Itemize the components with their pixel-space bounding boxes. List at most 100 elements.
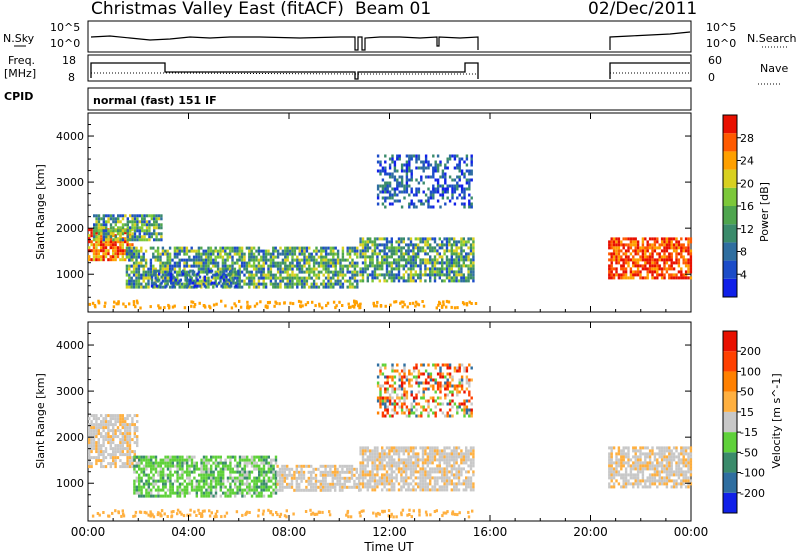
echo-cell <box>181 473 184 477</box>
echo-cell <box>260 455 263 459</box>
echo-cell <box>192 255 196 259</box>
echo-cell <box>426 237 429 241</box>
echo-cell <box>315 249 318 253</box>
echo-cell <box>443 267 446 271</box>
echo-cell <box>178 491 182 495</box>
echo-cell <box>324 246 328 250</box>
echo-cell <box>396 369 399 373</box>
echo-cell <box>100 420 103 424</box>
echo-cell <box>176 458 179 462</box>
echo-cell <box>407 446 410 450</box>
echo-cell <box>426 470 429 474</box>
echo-cell <box>257 270 261 274</box>
echo-cell <box>397 470 401 474</box>
echo-cell <box>373 273 377 277</box>
echo-cell <box>92 255 96 259</box>
echo-cell <box>400 408 404 412</box>
echo-cell <box>414 273 417 277</box>
echo-cell <box>92 243 96 247</box>
echo-cell <box>157 304 160 308</box>
echo-cell <box>288 246 292 250</box>
echo-cell <box>398 199 401 203</box>
echo-cell <box>434 160 437 164</box>
echo-cell <box>204 255 208 259</box>
echo-cell <box>97 423 100 427</box>
echo-cell <box>373 240 377 244</box>
echo-cell <box>339 285 342 289</box>
echo-cell <box>376 154 380 158</box>
echo-cell <box>128 231 132 235</box>
echo-cell <box>620 267 623 271</box>
echo-cell <box>615 261 618 265</box>
echo-cell <box>319 470 322 474</box>
echo-cell <box>88 302 92 306</box>
echo-cell <box>468 169 471 173</box>
echo-cell <box>262 255 265 259</box>
echo-cell <box>636 267 640 271</box>
echo-cell <box>417 464 420 468</box>
echo-cell <box>113 300 116 304</box>
echo-cell <box>390 240 393 244</box>
echo-cell <box>434 390 437 394</box>
echo-cell <box>427 402 430 406</box>
echo-cell <box>458 178 461 182</box>
echo-cell <box>327 276 330 280</box>
echo-cell <box>369 246 372 250</box>
echo-cell <box>455 482 458 486</box>
echo-cell <box>336 470 339 474</box>
echo-cell <box>207 458 210 462</box>
echo-cell <box>183 488 186 492</box>
echo-cell <box>169 494 172 498</box>
echo-cell <box>334 279 337 283</box>
echo-cell <box>465 408 469 412</box>
echo-cell <box>420 411 423 415</box>
echo-cell <box>226 476 230 480</box>
echo-cell <box>610 276 613 280</box>
echo-cell <box>140 255 143 259</box>
echo-cell <box>135 285 138 289</box>
echo-cell <box>300 267 304 271</box>
echo-cell <box>656 246 659 250</box>
colorbar-segment <box>723 242 737 261</box>
echo-cell <box>620 240 623 244</box>
echo-cell <box>427 387 430 391</box>
echo-cell <box>92 414 96 418</box>
echo-cell <box>231 470 234 474</box>
echo-cell <box>193 303 197 306</box>
echo-cell <box>238 491 242 495</box>
echo-cell <box>210 494 213 498</box>
echo-cell <box>284 252 287 256</box>
echo-cell <box>112 217 115 221</box>
echo-cell <box>180 246 184 250</box>
echo-cell <box>291 267 294 271</box>
echo-cell <box>133 464 136 468</box>
echo-cell <box>298 258 301 262</box>
echo-cell <box>379 190 382 194</box>
echo-cell <box>612 258 616 262</box>
echo-cell <box>455 461 458 465</box>
echo-cell <box>446 196 449 200</box>
echo-cell <box>310 479 313 483</box>
echo-cell <box>257 282 261 286</box>
echo-cell <box>448 482 451 486</box>
echo-cell <box>114 420 117 424</box>
echo-cell <box>338 470 342 474</box>
echo-cell <box>131 217 134 221</box>
echo-cell <box>646 246 649 250</box>
echo-cell <box>348 305 351 309</box>
echo-cell <box>651 246 654 250</box>
echo-cell <box>409 270 413 274</box>
echo-cell <box>412 464 415 468</box>
echo-cell <box>288 282 292 286</box>
echo-cell <box>135 279 138 283</box>
echo-cell <box>156 249 160 253</box>
echo-cell <box>400 446 403 450</box>
echo-cell <box>433 255 437 259</box>
echo-cell <box>334 282 337 286</box>
echo-cell <box>260 282 263 286</box>
echo-cell <box>391 172 394 176</box>
echo-cell <box>381 449 384 453</box>
echo-cell <box>257 258 261 262</box>
echo-cell <box>348 279 352 283</box>
echo-cell <box>97 255 100 259</box>
